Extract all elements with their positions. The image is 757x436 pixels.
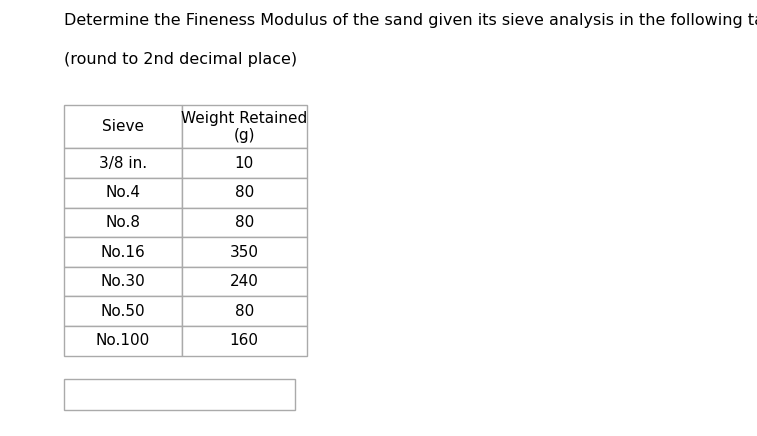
Text: No.4: No.4 xyxy=(105,185,141,200)
Bar xyxy=(182,326,307,356)
Bar xyxy=(64,208,182,237)
Text: 80: 80 xyxy=(235,304,254,319)
Bar xyxy=(64,296,182,326)
Bar xyxy=(182,105,307,148)
Text: 10: 10 xyxy=(235,156,254,170)
Text: Determine the Fineness Modulus of the sand given its sieve analysis in the follo: Determine the Fineness Modulus of the sa… xyxy=(64,13,757,28)
Text: No.100: No.100 xyxy=(96,334,150,348)
Text: 80: 80 xyxy=(235,185,254,200)
Bar xyxy=(64,178,182,208)
Text: 240: 240 xyxy=(229,274,259,289)
Bar xyxy=(182,237,307,267)
Text: No.50: No.50 xyxy=(101,304,145,319)
Bar xyxy=(64,379,295,410)
Bar xyxy=(64,237,182,267)
Text: Sieve: Sieve xyxy=(102,119,144,134)
Bar xyxy=(182,148,307,178)
Text: 80: 80 xyxy=(235,215,254,230)
Text: 350: 350 xyxy=(229,245,259,259)
Bar xyxy=(64,267,182,296)
Text: No.30: No.30 xyxy=(101,274,145,289)
Text: 3/8 in.: 3/8 in. xyxy=(99,156,147,170)
Bar xyxy=(64,105,182,148)
Bar xyxy=(182,296,307,326)
Text: 160: 160 xyxy=(229,334,259,348)
Bar xyxy=(64,326,182,356)
Text: Weight Retained: Weight Retained xyxy=(181,111,307,126)
Text: (g): (g) xyxy=(233,128,255,143)
Bar xyxy=(182,208,307,237)
Text: No.16: No.16 xyxy=(101,245,145,259)
Bar xyxy=(182,267,307,296)
Bar xyxy=(182,178,307,208)
Text: (round to 2nd decimal place): (round to 2nd decimal place) xyxy=(64,52,298,67)
Text: No.8: No.8 xyxy=(105,215,141,230)
Bar xyxy=(64,148,182,178)
